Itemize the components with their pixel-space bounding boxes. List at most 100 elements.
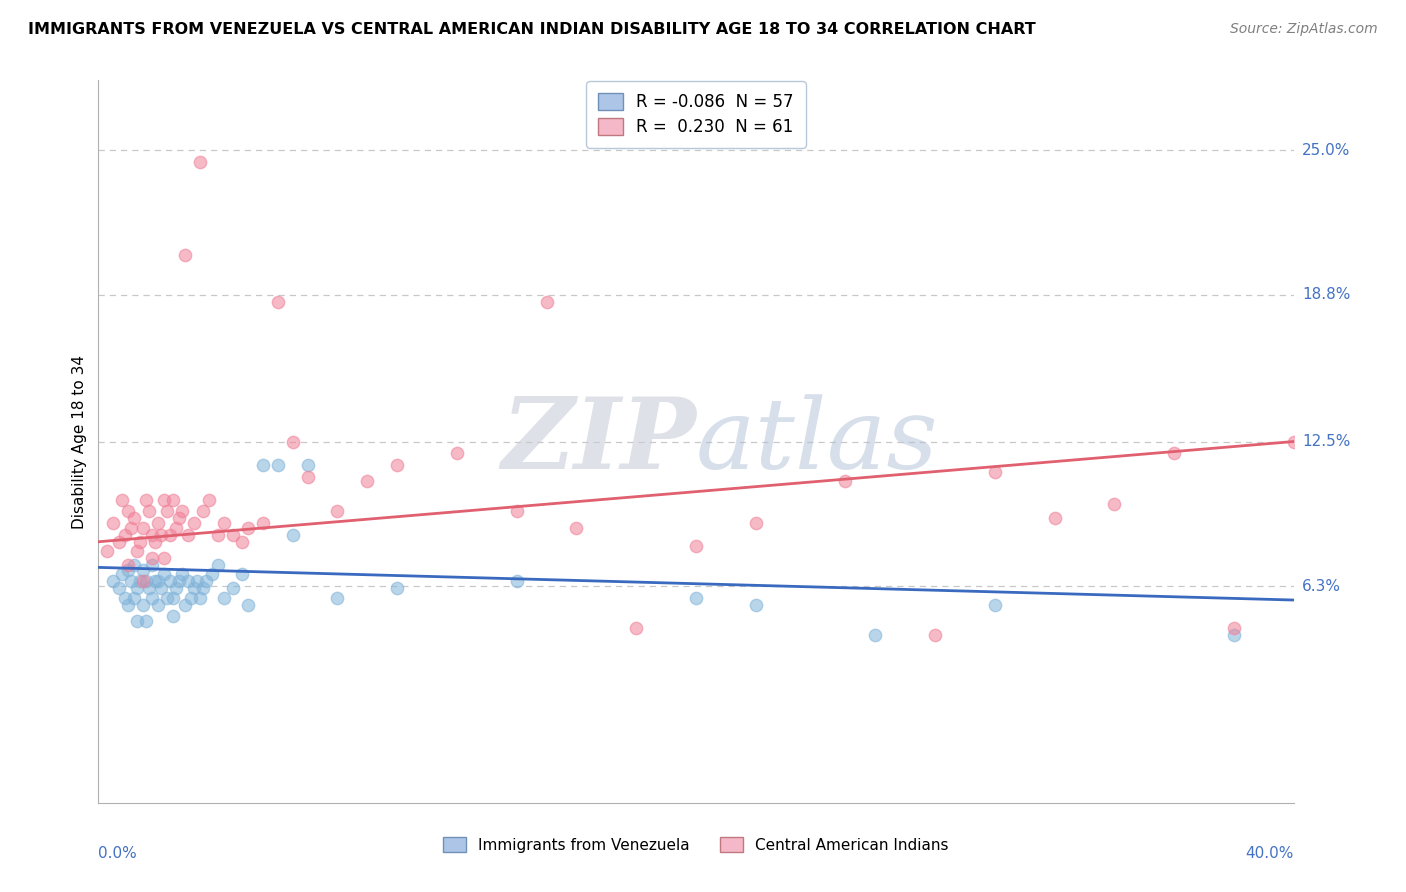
Point (103, 574, 125, 589)
Point (103, 516, 125, 530)
Point (156, 504, 179, 518)
Point (159, 574, 181, 589)
Point (326, 504, 349, 518)
Point (127, 582, 149, 596)
Point (129, 574, 152, 589)
Point (167, 511, 190, 525)
Point (626, 621, 648, 635)
Text: 12.5%: 12.5% (1302, 434, 1350, 449)
Text: ZIP: ZIP (501, 393, 696, 490)
Point (252, 516, 274, 530)
Point (188, 154, 211, 169)
Point (281, 434, 304, 449)
Point (135, 492, 157, 507)
Point (236, 521, 259, 535)
Point (135, 574, 157, 589)
Point (267, 458, 290, 472)
Text: atlas: atlas (696, 394, 939, 489)
Point (165, 521, 187, 535)
Point (924, 628, 946, 642)
Point (148, 516, 170, 530)
Point (162, 591, 184, 605)
Point (1282, 434, 1305, 449)
Point (834, 474, 856, 488)
Point (129, 534, 152, 549)
Point (865, 628, 887, 642)
Point (172, 504, 194, 518)
Point (326, 591, 349, 605)
Point (231, 567, 253, 582)
Point (446, 446, 468, 460)
Point (180, 591, 202, 605)
Point (124, 558, 146, 572)
Point (150, 582, 173, 596)
Point (135, 614, 157, 628)
Point (186, 574, 208, 589)
Point (297, 458, 319, 472)
Point (153, 492, 176, 507)
Point (132, 563, 155, 577)
Point (159, 528, 181, 542)
Point (236, 598, 259, 612)
Point (141, 551, 163, 566)
Point (162, 609, 184, 624)
Point (267, 294, 290, 309)
Point (231, 534, 253, 549)
Point (183, 582, 205, 596)
Point (281, 528, 304, 542)
Point (177, 574, 200, 589)
Point (162, 492, 184, 507)
Point (1163, 446, 1185, 460)
Point (120, 574, 142, 589)
Text: 18.8%: 18.8% (1302, 287, 1350, 302)
Text: IMMIGRANTS FROM VENEZUELA VS CENTRAL AMERICAN INDIAN DISABILITY AGE 18 TO 34 COR: IMMIGRANTS FROM VENEZUELA VS CENTRAL AME… (28, 22, 1036, 37)
Point (132, 598, 155, 612)
Point (183, 516, 205, 530)
Legend: Immigrants from Venezuela, Central American Indians: Immigrants from Venezuela, Central Ameri… (436, 829, 956, 860)
Point (385, 582, 409, 596)
Point (536, 294, 558, 309)
Point (565, 521, 588, 535)
Point (120, 521, 142, 535)
Point (745, 598, 768, 612)
Point (385, 458, 409, 472)
Point (191, 582, 214, 596)
Point (177, 528, 200, 542)
Point (167, 574, 190, 589)
Text: 0.0%: 0.0% (98, 847, 138, 861)
Point (143, 534, 166, 549)
Point (297, 469, 319, 483)
Point (195, 574, 218, 589)
Point (165, 582, 187, 596)
Point (745, 516, 768, 530)
Text: 6.3%: 6.3% (1302, 579, 1341, 593)
Point (174, 598, 197, 612)
Point (127, 614, 149, 628)
Point (207, 558, 229, 572)
Point (111, 492, 134, 507)
Point (153, 551, 176, 566)
Point (1223, 621, 1246, 635)
Point (148, 598, 170, 612)
Point (207, 528, 229, 542)
Point (127, 544, 149, 558)
Point (1104, 498, 1126, 512)
Point (153, 567, 176, 582)
Point (117, 504, 139, 518)
Point (685, 591, 707, 605)
Point (252, 458, 274, 472)
Point (212, 516, 235, 530)
Point (141, 558, 163, 572)
Point (117, 558, 139, 572)
Point (114, 591, 136, 605)
Point (685, 540, 707, 554)
Point (124, 511, 146, 525)
Point (506, 574, 529, 589)
Point (111, 567, 134, 582)
Text: Source: ZipAtlas.com: Source: ZipAtlas.com (1230, 22, 1378, 37)
Point (132, 574, 155, 589)
Y-axis label: Disability Age 18 to 34: Disability Age 18 to 34 (72, 354, 87, 529)
Point (984, 598, 1007, 612)
Point (132, 521, 155, 535)
Point (117, 598, 139, 612)
